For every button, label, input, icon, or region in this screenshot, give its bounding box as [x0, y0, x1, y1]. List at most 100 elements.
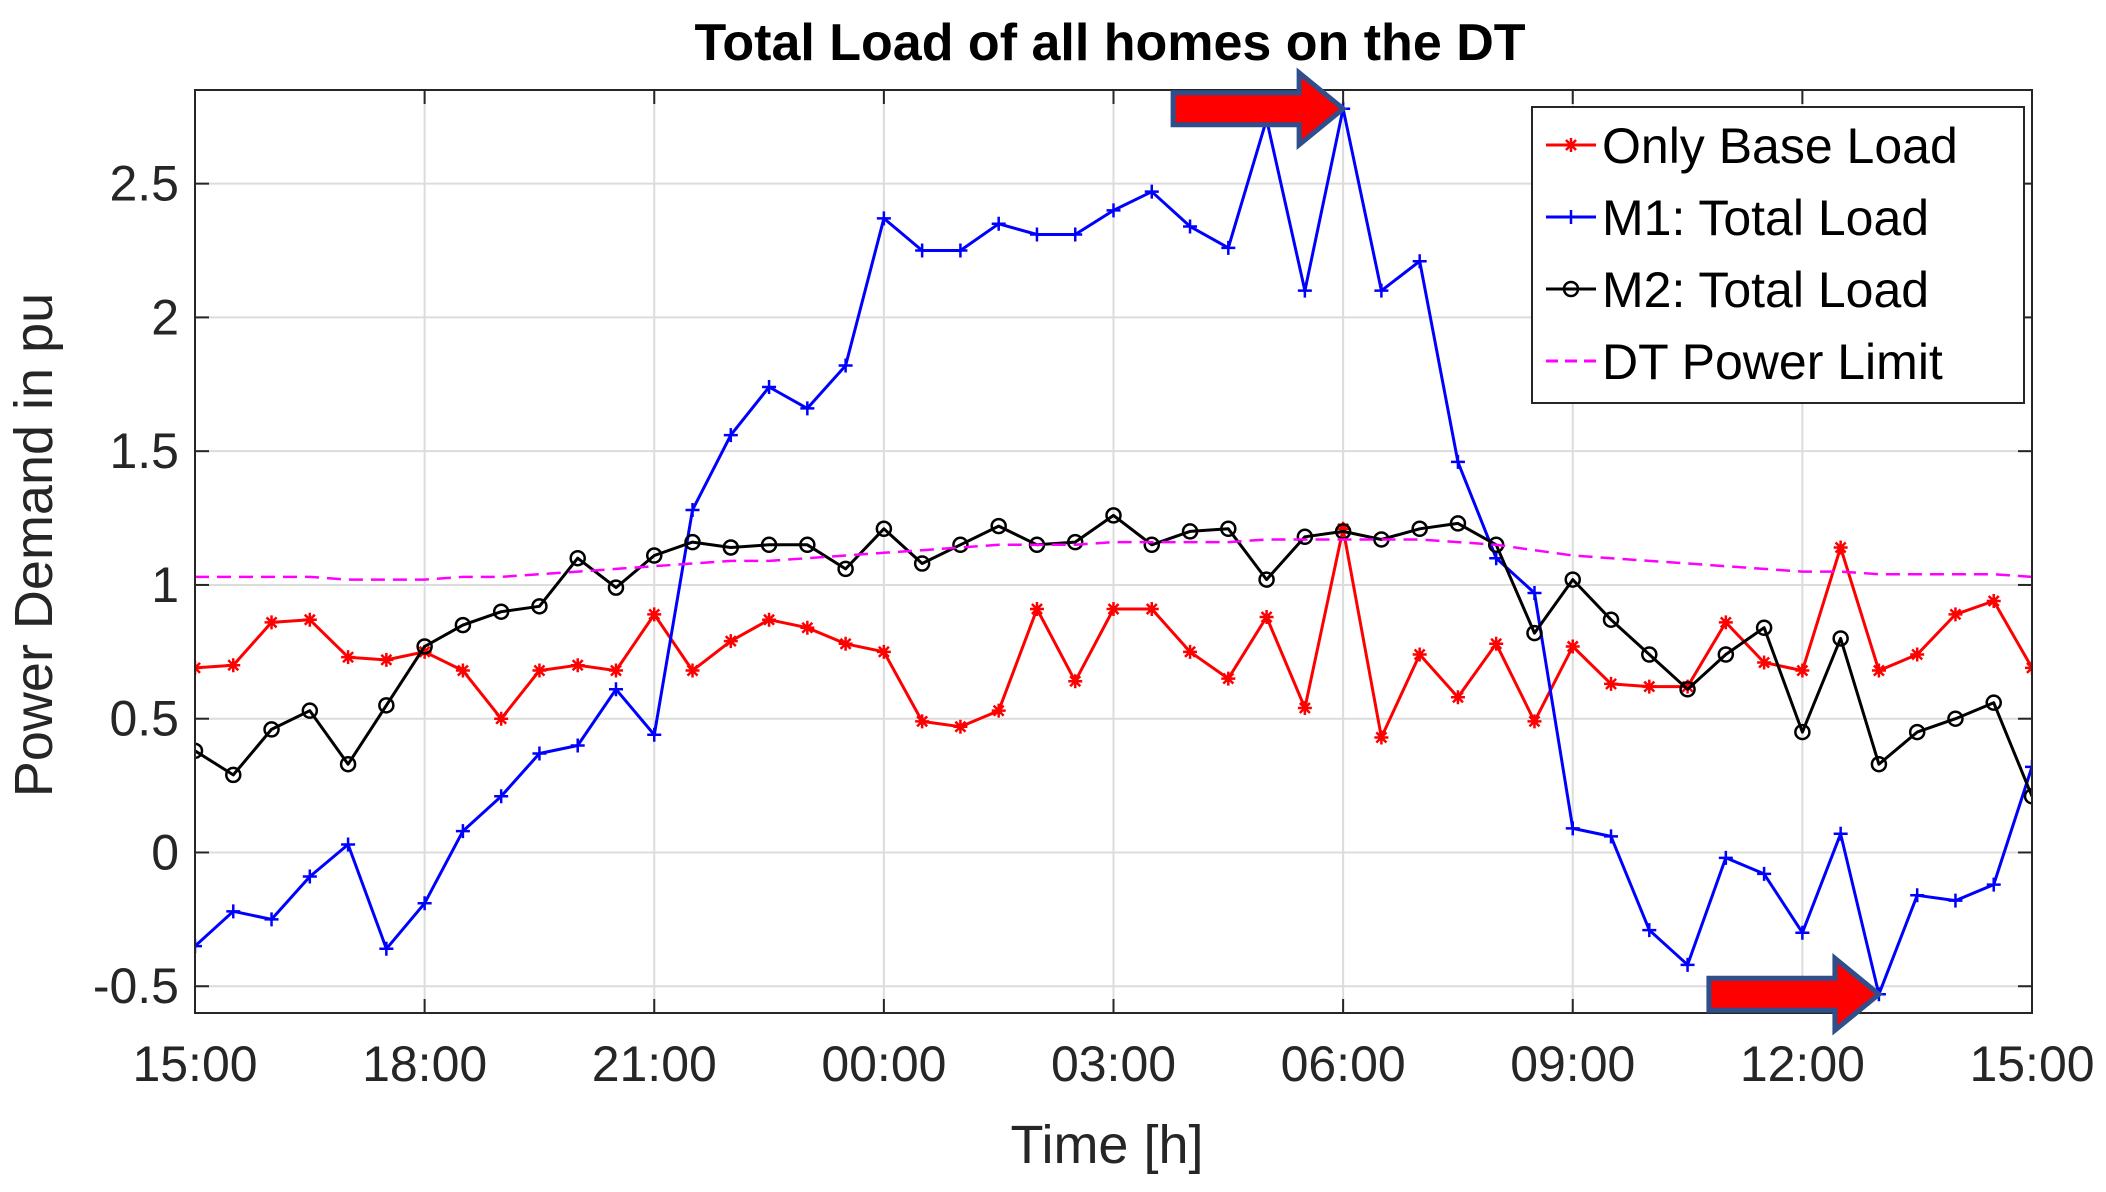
data-point [492, 603, 510, 620]
data-point [195, 939, 202, 954]
x-tick-label: 06:00 [1281, 1036, 1406, 1092]
data-point [379, 652, 394, 667]
data-point [990, 517, 1007, 535]
x-tick-label: 21:00 [592, 1036, 717, 1092]
data-point [1948, 607, 1963, 622]
data-point [1258, 571, 1275, 588]
data-point [2023, 788, 2032, 805]
data-point [800, 620, 815, 635]
legend-entry: DT Power Limit [1546, 334, 1943, 390]
data-point [1029, 227, 1044, 242]
data-point [953, 719, 968, 734]
data-point [646, 547, 663, 564]
data-point [263, 721, 280, 738]
data-point [876, 644, 891, 659]
data-point [837, 560, 854, 578]
data-point [723, 428, 738, 443]
data-point [1066, 533, 1084, 551]
data-point [1948, 893, 1963, 908]
data-point [647, 607, 662, 622]
data-point [1604, 829, 1619, 844]
series-m1-total-load [195, 101, 2032, 1002]
data-point [1947, 710, 1964, 727]
data-point [1144, 184, 1159, 199]
data-point [1871, 663, 1886, 678]
data-point [1221, 240, 1236, 255]
y-tick-label: -0.5 [93, 958, 179, 1014]
data-point [1641, 646, 1658, 663]
x-tick-label: 09:00 [1510, 1036, 1635, 1092]
data-point [1449, 515, 1467, 532]
data-point [1412, 254, 1427, 269]
data-point [532, 663, 547, 678]
data-point [1562, 280, 1580, 298]
data-point [1794, 723, 1811, 741]
data-point [875, 520, 893, 538]
x-tick-label: 15:00 [132, 1036, 257, 1092]
data-point [800, 401, 815, 416]
data-point [1527, 714, 1542, 729]
data-point [1680, 679, 1695, 694]
data-point [1450, 454, 1465, 469]
data-point [685, 663, 700, 678]
data-point [685, 503, 700, 518]
data-point [1833, 826, 1848, 841]
data-point [1718, 615, 1733, 630]
data-point [1986, 877, 2001, 892]
data-point [1564, 571, 1581, 588]
x-tick-label: 03:00 [1051, 1036, 1176, 1092]
data-point [225, 766, 242, 784]
data-point [1564, 210, 1578, 224]
data-point [570, 658, 585, 673]
data-point [991, 703, 1006, 718]
data-point [1870, 755, 1888, 773]
data-point [379, 941, 394, 956]
data-point [607, 579, 625, 596]
data-point [1412, 647, 1427, 662]
data-point [1181, 523, 1199, 540]
data-point [838, 636, 853, 651]
y-tick-label: 0.5 [109, 691, 179, 747]
data-point [417, 896, 432, 911]
red-arrow-annotation [1706, 952, 1883, 1036]
legend-entry: Only Base Load [1546, 118, 1958, 174]
data-point [226, 904, 241, 919]
x-tick-label: 18:00 [362, 1036, 487, 1092]
data-point [952, 536, 969, 554]
data-point [915, 243, 930, 258]
data-point [264, 912, 279, 927]
data-point [302, 612, 317, 627]
data-point [1106, 602, 1121, 617]
data-point [1564, 138, 1578, 152]
series-only-base-load [195, 521, 2032, 745]
data-point [913, 555, 931, 572]
data-point [1757, 866, 1772, 881]
data-point [1910, 647, 1925, 662]
series-layer [195, 101, 2032, 1002]
y-tick-label: 2.5 [109, 156, 179, 212]
data-point [1527, 585, 1542, 600]
data-point [2025, 759, 2032, 774]
data-point [1680, 957, 1695, 972]
legend-entry: M1: Total Load [1546, 190, 1929, 246]
data-point [1755, 619, 1773, 636]
data-point [1795, 663, 1810, 678]
data-point [1411, 520, 1428, 538]
data-point [195, 742, 204, 760]
data-point [1105, 507, 1122, 524]
data-point [1526, 624, 1543, 642]
data-point [1832, 630, 1849, 647]
data-point [1642, 679, 1657, 694]
data-point [455, 824, 470, 839]
data-point [608, 663, 623, 678]
data-point [226, 658, 241, 673]
series-m2-total-load [195, 507, 2032, 805]
data-point [760, 536, 778, 554]
data-point [569, 549, 586, 567]
data-point [531, 598, 548, 615]
data-point [1183, 644, 1198, 659]
x-tick-label: 15:00 [1969, 1036, 2094, 1092]
data-point [876, 211, 891, 226]
data-point [1144, 602, 1159, 617]
data-point [1757, 655, 1772, 670]
